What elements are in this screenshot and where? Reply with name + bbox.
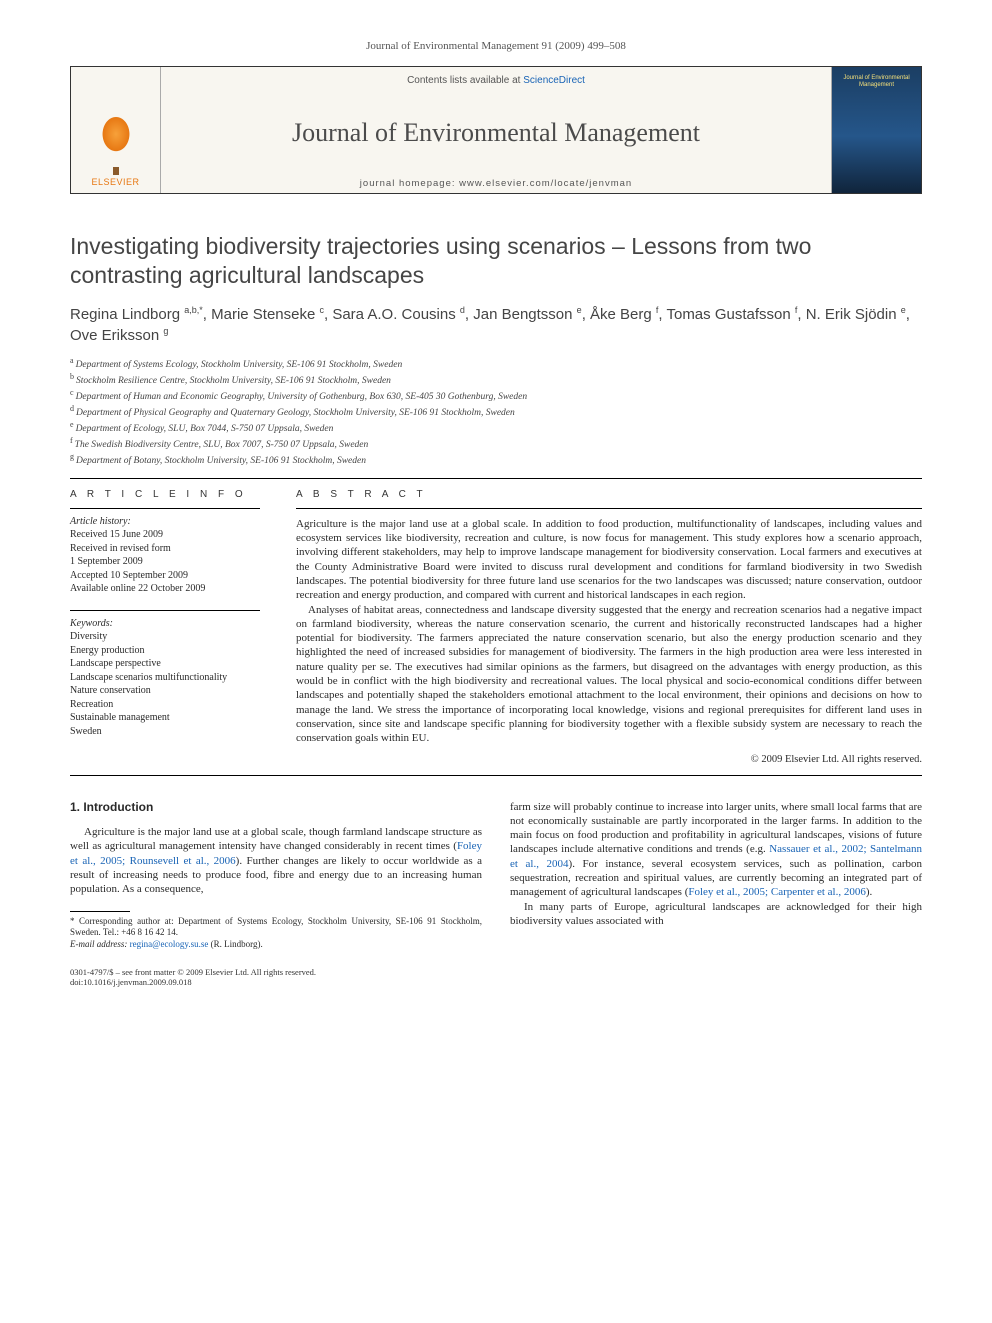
- history-line: 1 September 2009: [70, 555, 260, 569]
- affiliation: eDepartment of Ecology, SLU, Box 7044, S…: [70, 420, 922, 436]
- affiliation: fThe Swedish Biodiversity Centre, SLU, B…: [70, 436, 922, 452]
- intro-p1: Agriculture is the major land use at a g…: [70, 825, 482, 896]
- intro-col2-c: ).: [866, 886, 872, 898]
- keyword: Landscape perspective: [70, 657, 260, 671]
- publisher-logo-box: ELSEVIER: [71, 67, 161, 193]
- abstract-column: A B S T R A C T Agriculture is the major…: [296, 489, 922, 765]
- email-label: E-mail address:: [70, 939, 130, 949]
- article-title: Investigating biodiversity trajectories …: [70, 232, 922, 290]
- bottom-meta: 0301-4797/$ – see front matter © 2009 El…: [70, 967, 482, 988]
- article-info-heading: A R T I C L E I N F O: [70, 489, 260, 500]
- intro-p2: In many parts of Europe, agricultural la…: [510, 900, 922, 929]
- affiliation: dDepartment of Physical Geography and Qu…: [70, 404, 922, 420]
- history-label: Article history:: [70, 515, 260, 529]
- front-matter-line: 0301-4797/$ – see front matter © 2009 El…: [70, 967, 482, 978]
- journal-name: Journal of Environmental Management: [167, 118, 825, 148]
- abstract-text: Agriculture is the major land use at a g…: [296, 517, 922, 746]
- keyword: Nature conservation: [70, 684, 260, 698]
- affiliation: aDepartment of Systems Ecology, Stockhol…: [70, 356, 922, 372]
- abstract-p1: Agriculture is the major land use at a g…: [296, 517, 922, 603]
- journal-cover-thumb: Journal of Environmental Management: [831, 67, 921, 193]
- info-abstract-row: A R T I C L E I N F O Article history: R…: [70, 489, 922, 765]
- homepage-line: journal homepage: www.elsevier.com/locat…: [167, 178, 825, 189]
- keywords-block: Keywords: DiversityEnergy productionLand…: [70, 617, 260, 739]
- publisher-name: ELSEVIER: [91, 177, 139, 187]
- intro-p1-cont: farm size will probably continue to incr…: [510, 800, 922, 900]
- contents-line: Contents lists available at ScienceDirec…: [167, 75, 825, 86]
- abstract-heading: A B S T R A C T: [296, 489, 922, 500]
- keyword: Diversity: [70, 630, 260, 644]
- footnote-rule: [70, 911, 130, 912]
- body-two-column: 1. Introduction Agriculture is the major…: [70, 800, 922, 988]
- info-rule: [70, 508, 260, 509]
- article-info-column: A R T I C L E I N F O Article history: R…: [70, 489, 260, 765]
- article-history: Article history: Received 15 June 2009Re…: [70, 515, 260, 596]
- homepage-url: www.elsevier.com/locate/jenvman: [459, 178, 632, 189]
- section-heading-intro: 1. Introduction: [70, 800, 482, 816]
- homepage-label: journal homepage:: [360, 178, 459, 189]
- history-line: Received 15 June 2009: [70, 528, 260, 542]
- contents-prefix: Contents lists available at: [407, 75, 523, 86]
- abstract-p2: Analyses of habitat areas, connectedness…: [296, 603, 922, 746]
- journal-masthead: ELSEVIER Contents lists available at Sci…: [70, 66, 922, 194]
- email-line: E-mail address: regina@ecology.su.se (R.…: [70, 939, 482, 951]
- email-suffix: (R. Lindborg).: [208, 939, 262, 949]
- rule-top: [70, 478, 922, 479]
- history-line: Accepted 10 September 2009: [70, 569, 260, 583]
- abstract-copyright: © 2009 Elsevier Ltd. All rights reserved…: [296, 754, 922, 765]
- sciencedirect-link[interactable]: ScienceDirect: [523, 75, 585, 86]
- affiliation: cDepartment of Human and Economic Geogra…: [70, 388, 922, 404]
- keyword: Energy production: [70, 644, 260, 658]
- elsevier-tree-icon: [90, 113, 142, 175]
- masthead-center: Contents lists available at ScienceDirec…: [161, 67, 831, 193]
- keyword: Sweden: [70, 725, 260, 739]
- keyword: Sustainable management: [70, 711, 260, 725]
- keyword: Landscape scenarios multifunctionality: [70, 671, 260, 685]
- doi-line: doi:10.1016/j.jenvman.2009.09.018: [70, 977, 482, 988]
- keywords-rule: [70, 610, 260, 611]
- running-head: Journal of Environmental Management 91 (…: [70, 40, 922, 52]
- keyword: Recreation: [70, 698, 260, 712]
- abstract-rule: [296, 508, 922, 509]
- citation-foley-carpenter[interactable]: Foley et al., 2005; Carpenter et al., 20…: [688, 886, 865, 898]
- history-line: Available online 22 October 2009: [70, 582, 260, 596]
- cover-title: Journal of Environmental Management: [832, 67, 921, 88]
- affiliations: aDepartment of Systems Ecology, Stockhol…: [70, 356, 922, 468]
- footnote-block: * Corresponding author at: Department of…: [70, 911, 482, 988]
- corresponding-author-note: * Corresponding author at: Department of…: [70, 916, 482, 939]
- keywords-label: Keywords:: [70, 617, 260, 631]
- author-list: Regina Lindborg a,b,*, Marie Stenseke c,…: [70, 304, 922, 347]
- affiliation: gDepartment of Botany, Stockholm Univers…: [70, 452, 922, 468]
- author-email-link[interactable]: regina@ecology.su.se: [130, 939, 209, 949]
- rule-bottom: [70, 775, 922, 776]
- history-line: Received in revised form: [70, 542, 260, 556]
- affiliation: bStockholm Resilience Centre, Stockholm …: [70, 372, 922, 388]
- intro-p1-a: Agriculture is the major land use at a g…: [70, 826, 482, 852]
